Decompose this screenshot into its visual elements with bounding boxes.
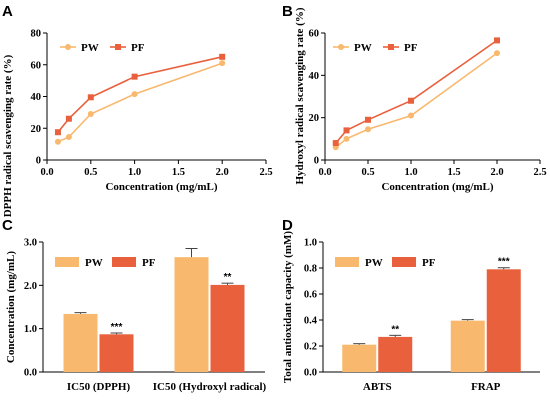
panel-b-x-tick-label: 2.5: [533, 167, 546, 178]
panel-a-point-pf: [131, 73, 138, 80]
panel-c-y-tick-label: 1.0: [24, 324, 37, 335]
panel-b-y-tick-label: 60: [309, 29, 320, 40]
panel-a-letter: A: [2, 3, 13, 20]
panel-a-point-pw: [54, 138, 61, 145]
panel-c-bar-pw: [174, 257, 209, 372]
panel-d-y-tick-label: 0.4: [304, 316, 318, 327]
panel-c-bar-pf: [210, 284, 245, 372]
panel-b-x-tick-label: 0.5: [361, 167, 374, 178]
panel-b-point-pf: [494, 37, 500, 44]
panel-a-point-pw: [87, 110, 94, 117]
panel-a-x-tick-label: 2.5: [259, 167, 272, 178]
panel-c-letter: C: [2, 217, 13, 234]
panel-b-series-pw-line: [335, 52, 498, 148]
panel-b-x-tick-label: 1.0: [404, 167, 417, 178]
panel-b-y-axis-title: Hydroxyl radical scavenging rate (%): [294, 7, 306, 184]
panel-a-x-tick-label: 1.5: [172, 167, 185, 178]
panel-b-x-tick-label: 0.0: [318, 167, 331, 178]
panel-d-y-tick-label: 1.0: [304, 238, 317, 249]
panel-d-bar-pw: [450, 320, 485, 372]
panel-a-point-pw: [65, 133, 72, 140]
panel-b-point-pf: [408, 97, 414, 104]
panel-b-point-pf: [343, 127, 350, 134]
panel-b-series-pf-line: [335, 39, 498, 144]
panel-d-category-label: ABTS: [363, 381, 392, 393]
panel-d-y-tick-label: 0.8: [304, 264, 317, 275]
legend-pw-label: PW: [81, 42, 99, 54]
panel-a-point-pf: [65, 115, 72, 122]
panel-c-bar-pf: [99, 334, 134, 372]
panel-c-significance-label: **: [224, 272, 232, 283]
panel-a-point-pf: [87, 94, 94, 101]
panel-b-y-tick-label: 40: [309, 71, 320, 82]
panel-d-y-axis-title: Total antioxidant capacity (mM): [282, 231, 294, 383]
panel-b-point-pf: [365, 116, 371, 123]
panel-d-y-tick-label: 0.6: [304, 290, 317, 301]
panel-c-bar-pw: [63, 313, 98, 372]
panel-a-x-tick-label: 0.5: [84, 167, 97, 178]
panel-d-y-tick-label: 0.0: [304, 368, 317, 379]
panel-b-x-axis-title: Concentration (mg/mL): [381, 181, 493, 193]
panel-c-y-tick-label: 3.0: [24, 238, 37, 249]
panel-d-significance-label: **: [391, 324, 399, 335]
panel-c-y-tick-label: 0.0: [24, 368, 37, 379]
panel-d-letter: D: [282, 217, 293, 234]
panel-d-bar-pf: [486, 269, 521, 372]
legend-pw-label: PW: [85, 257, 103, 269]
panel-a-x-tick-label: 2.0: [216, 167, 229, 178]
panel-b-x-tick-label: 1.5: [447, 167, 460, 178]
panel-b-point-pw: [408, 112, 414, 119]
legend-pf-marker: [115, 44, 121, 50]
legend-pf-swatch: [392, 257, 416, 267]
panel-a-x-axis-title: Concentration (mg/mL): [105, 181, 217, 193]
panel-a-point-pf: [54, 129, 61, 136]
panel-b-point-pw: [343, 135, 350, 142]
panel-b-y-tick-label: 20: [309, 113, 320, 124]
legend-pw-marker: [65, 44, 71, 50]
legend-pf-marker: [388, 44, 394, 50]
panel-c-category-label: IC50 (DPPH): [67, 381, 131, 393]
panel-c-category-label: IC50 (Hydroxyl radical): [153, 381, 267, 393]
legend-pw-swatch: [55, 257, 79, 267]
legend-pf-label: PF: [404, 42, 418, 54]
panel-a-y-axis-title: DPPH radical scavenging rate (%): [2, 54, 14, 217]
panel-a-y-tick-label: 80: [31, 29, 42, 40]
panel-a-x-tick-label: 1.0: [128, 167, 141, 178]
panel-a-y-tick-label: 20: [31, 124, 42, 135]
legend-pw-label: PW: [365, 257, 383, 269]
legend-pf-swatch: [112, 257, 136, 267]
panel-a-point-pw: [219, 60, 226, 67]
legend-pw-marker: [338, 44, 344, 50]
panel-b-letter: B: [282, 3, 293, 20]
panel-d-bar-pf: [378, 336, 413, 372]
panel-d-bar-pw: [342, 344, 377, 372]
panel-a-series-pf-line: [57, 56, 223, 133]
panel-a-point-pf: [219, 53, 226, 60]
panel-b-y-tick-label: 0: [314, 156, 319, 167]
panel-c-significance-label: ***: [111, 322, 123, 333]
panel-b-point-pw: [365, 126, 371, 133]
panel-a-y-tick-label: 60: [31, 60, 42, 71]
panel-d-category-label: FRAP: [471, 381, 501, 393]
panel-a-point-pw: [131, 91, 138, 98]
panel-b-point-pw: [494, 50, 500, 57]
legend-pf-label: PF: [131, 42, 145, 54]
panel-b-x-tick-label: 2.0: [490, 167, 503, 178]
panel-d-y-tick-label: 0.2: [304, 342, 317, 353]
panel-a-y-tick-label: 40: [31, 92, 42, 103]
panel-d-significance-label: ***: [498, 257, 510, 268]
legend-pw-label: PW: [354, 42, 372, 54]
legend-pf-label: PF: [422, 257, 436, 269]
panel-a-y-tick-label: 0: [36, 156, 41, 167]
panel-c-y-axis-title: Concentration (mg/mL): [5, 251, 17, 363]
legend-pw-swatch: [335, 257, 359, 267]
panel-c-y-tick-label: 2.0: [24, 281, 37, 292]
panel-a-x-tick-label: 0.0: [40, 167, 53, 178]
legend-pf-label: PF: [142, 257, 156, 269]
panel-b-point-pf: [332, 140, 339, 147]
